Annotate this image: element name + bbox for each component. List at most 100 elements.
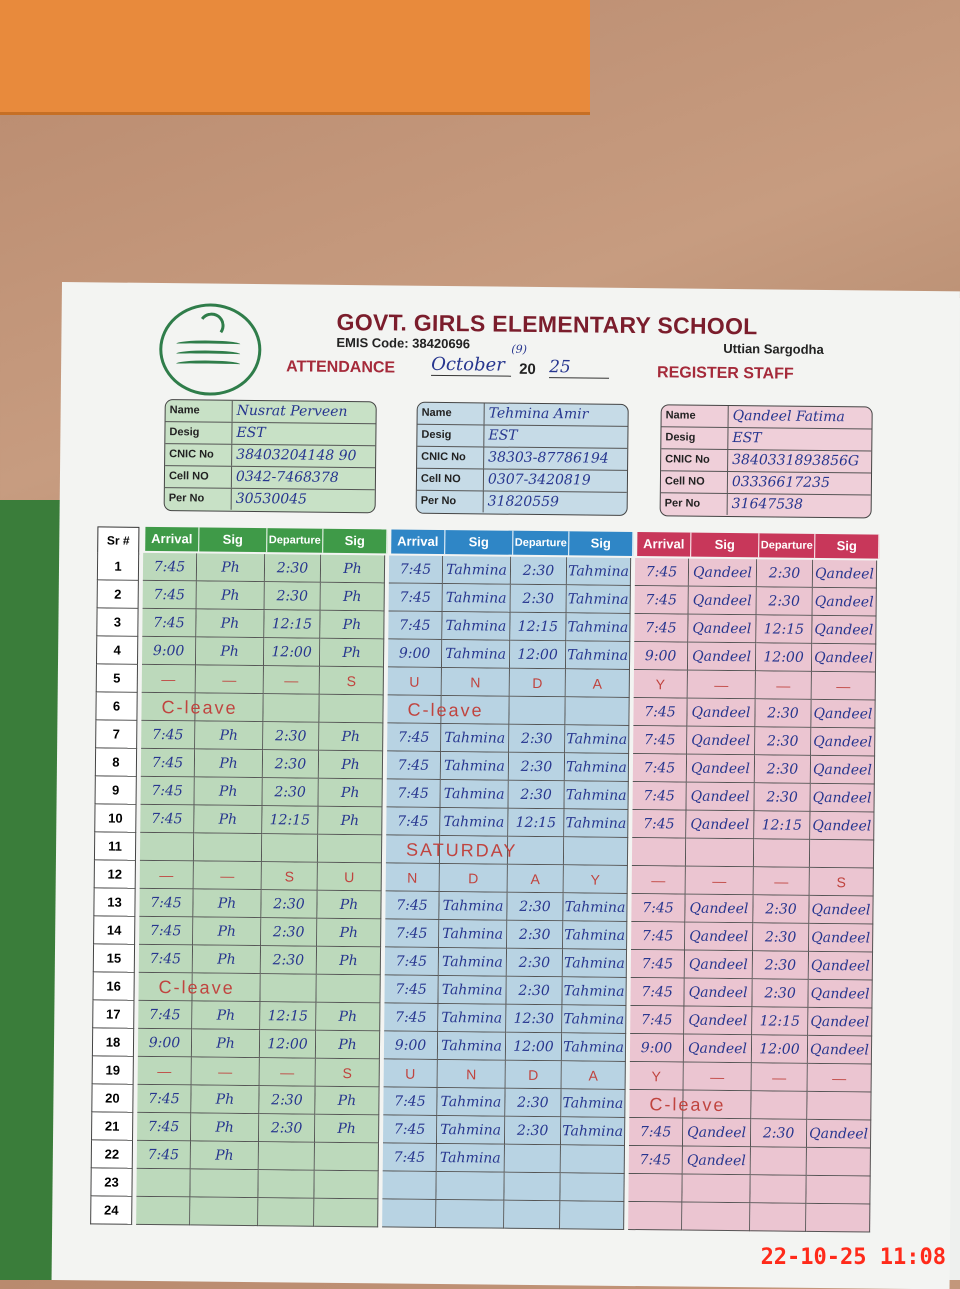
signature: Ph	[192, 1001, 261, 1031]
signature: Qandeel	[684, 950, 754, 980]
signature: Qandeel	[812, 587, 877, 617]
signature: Ph	[193, 889, 262, 919]
card-label-per: Per No	[416, 490, 484, 513]
card-value-name: Tehmina Amir	[488, 405, 589, 423]
signature: Ph	[195, 721, 264, 751]
signature: Ph	[191, 1113, 260, 1143]
signature: Tahmina	[564, 753, 630, 782]
empty-cell	[319, 694, 384, 724]
departure-time: 2:30	[262, 778, 319, 807]
staff-2-entry: 7:45 Tahmina 2:30 Tahmina	[386, 779, 629, 810]
arrival-time	[136, 1196, 191, 1226]
leave-note: SATURDAY	[405, 839, 518, 861]
arrival-time: 7:45	[384, 947, 440, 976]
staff-3-entry: 7:45 Qandeel 12:15 Qandeel	[634, 614, 877, 645]
signature: Tahmina	[438, 975, 507, 1005]
arrival-time: 7:45	[628, 1117, 684, 1147]
signature: Ph	[194, 777, 263, 807]
signature: Qandeel	[809, 923, 874, 953]
staff-2-entry: C-leave	[387, 695, 630, 726]
arrival-time: 7:45	[632, 782, 687, 811]
card-row-desig: Desig EST	[661, 427, 872, 452]
arrival-time: 7:45	[384, 975, 439, 1004]
departure-time: 12:15	[510, 612, 567, 642]
sr-number: 1	[96, 552, 140, 581]
signature: Tahmina	[566, 613, 631, 642]
staff-3-entry: 7:45 Qandeel 2:30 Qandeel	[631, 921, 874, 953]
empty-cell	[260, 974, 317, 1003]
empty-cell	[809, 839, 875, 869]
staff-2-entry: 7:45 Tahmina 12:30 Tahmina	[384, 1003, 627, 1034]
staff-3-entry: 9:00 Qandeel 12:00 Qandeel	[633, 642, 877, 673]
signature	[190, 1169, 259, 1199]
signature: Ph	[196, 609, 265, 639]
departure-header: Departure	[759, 533, 816, 558]
sunday-letter: —	[631, 866, 686, 895]
departure-time	[750, 1147, 807, 1176]
departure-time: 12:15	[260, 1002, 317, 1031]
leave-note: C-leave	[161, 697, 238, 718]
departure-time	[258, 1170, 315, 1199]
sr-number: 7	[95, 720, 138, 749]
departure-time: 2:30	[507, 892, 564, 922]
sunday-letter: A	[565, 669, 630, 698]
departure-time: 2:30	[754, 755, 812, 784]
sr-number: 3	[96, 608, 139, 637]
sunday-letter: U	[317, 862, 382, 892]
sr-number: 5	[95, 664, 138, 693]
staff-card-2: Name Tehmina Amir Desig EST CNIC No 38303-877…	[415, 401, 629, 516]
card-label-desig: Desig	[165, 422, 233, 444]
staff-2-entry	[382, 1171, 625, 1202]
departure-time: 2:30	[262, 750, 320, 779]
arrival-time: 7:45	[388, 583, 443, 613]
signature	[314, 1198, 379, 1228]
signature: Tahmina	[564, 809, 629, 838]
card-row-name: Name Tehmina Amir	[417, 402, 628, 427]
arrival-time: 7:45	[632, 810, 687, 839]
punjab-emblem-icon	[158, 303, 262, 397]
departure-time: 2:30	[264, 582, 321, 611]
arrival-time: 7:45	[141, 720, 196, 750]
departure-time: 2:30	[756, 587, 813, 616]
card-value-cnic: 38403204148 90	[236, 446, 357, 465]
card-label-cell: Cell NO	[416, 468, 485, 491]
staff-3-entry: 7:45 Qandeel 2:30 Qandeel	[632, 782, 875, 813]
arrival-time: 7:45	[138, 944, 194, 974]
card-row-cnic: CNIC No 3840331893856G	[661, 449, 872, 474]
arrival-time: 9:00	[141, 636, 197, 666]
signature: Qandeel	[688, 586, 757, 616]
sunday-letter: —	[683, 1062, 752, 1092]
sr-number: 23	[90, 1168, 133, 1197]
emis-code: EMIS Code: 38420696	[336, 334, 471, 352]
departure-time: 2:30	[259, 1086, 316, 1115]
sr-number: 18	[91, 1028, 135, 1057]
card-label-cnic: CNIC No	[417, 446, 485, 469]
departure-time: 2:30	[261, 890, 318, 919]
card-label-cell: Cell NO	[660, 471, 729, 493]
signature: Ph	[317, 918, 382, 948]
card-value-desig: EST	[236, 424, 266, 442]
signature: Ph	[316, 946, 382, 976]
signature: Qandeel	[812, 615, 877, 645]
signature: Tahmina	[562, 949, 628, 978]
card-value-per: 31647538	[731, 496, 804, 513]
arrival-time: 7:45	[139, 916, 194, 946]
empty-cell	[261, 834, 319, 863]
staff-2-header: Arrival Sig Departure Sig	[391, 529, 634, 556]
staff-3-entry: 7:45 Qandeel 2:30 Qandeel	[630, 949, 874, 981]
signature: Qandeel	[686, 810, 755, 840]
departure-time: 2:30	[507, 920, 564, 950]
sig-header: Sig	[691, 532, 760, 558]
departure-time: 12:30	[506, 1004, 563, 1034]
staff-1-entry: C-leave	[138, 972, 381, 1004]
staff-2-entry: 9:00 Tahmina 12:00 Tahmina	[383, 1031, 627, 1062]
staff-3-entry	[628, 1173, 871, 1205]
card-row-cell: Cell NO 03336617235	[660, 471, 872, 496]
signature: Qandeel	[806, 1119, 872, 1149]
departure-time	[504, 1200, 561, 1230]
departure-time: 12:00	[751, 1035, 809, 1064]
arrival-time: 7:45	[140, 776, 195, 806]
card-label-name: Name	[165, 400, 233, 422]
